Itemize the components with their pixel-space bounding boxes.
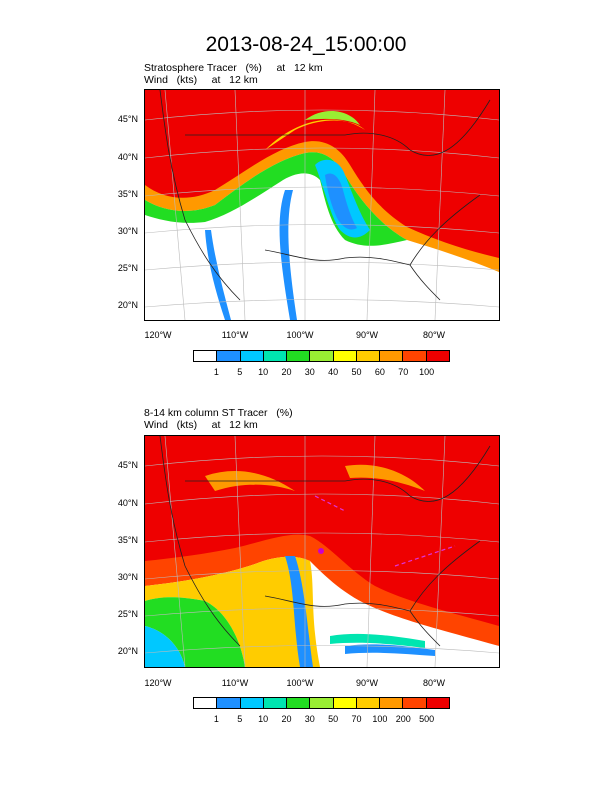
colorbar-swatch (194, 698, 218, 708)
lat-label: 20°N (117, 300, 138, 310)
lon-label: 80°W (422, 330, 446, 340)
colorbar-label: 200 (395, 714, 411, 724)
colorbar-swatch (380, 351, 404, 361)
figure-title: 2013-08-24_15:00:00 (205, 33, 407, 56)
lon-label: 120°W (144, 678, 172, 688)
colorbar-swatch (356, 351, 381, 361)
panel2-tracer-field (145, 436, 499, 667)
colorbar-label: 40 (328, 367, 339, 377)
colorbar-label: 1 (213, 367, 219, 377)
colorbar-label: 5 (237, 714, 243, 724)
lat-label: 25°N (117, 263, 138, 273)
colorbar-swatch (287, 351, 311, 361)
colorbar-label: 100 (372, 714, 388, 724)
panel2-field-label: 8-14 km column ST Tracer (%) (144, 407, 293, 419)
lat-label: 35°N (117, 535, 138, 545)
colorbar-label: 60 (374, 367, 385, 377)
colorbar-swatch (380, 698, 404, 708)
colorbar-label: 20 (281, 714, 292, 724)
panel2-colorbar-labels: 1 5 10 20 30 50 70 100 200 500 (193, 714, 450, 726)
colorbar-label: 70 (351, 714, 362, 724)
lon-label: 100°W (286, 678, 314, 688)
colorbar-swatch (310, 698, 334, 708)
colorbar-label: 10 (258, 367, 269, 377)
colorbar-swatch (240, 698, 264, 708)
lat-label: 25°N (117, 609, 138, 619)
lat-label: 45°N (117, 460, 138, 470)
lon-label: 90°W (355, 678, 379, 688)
colorbar-label: 30 (304, 714, 315, 724)
lon-label: 90°W (355, 330, 379, 340)
colorbar-label: 1 (213, 714, 219, 724)
colorbar-swatch (426, 698, 449, 708)
colorbar-label: 30 (304, 367, 315, 377)
colorbar-swatch (217, 351, 241, 361)
colorbar-label: 500 (419, 714, 435, 724)
colorbar-swatch (426, 351, 449, 361)
colorbar-swatch (403, 698, 427, 708)
colorbar-label: 20 (281, 367, 292, 377)
colorbar-label: 50 (328, 714, 339, 724)
colorbar-label: 5 (237, 367, 243, 377)
panel1-map (144, 89, 500, 321)
panel1-colorbar-labels: 1 5 10 20 30 40 50 60 70 100 (193, 367, 450, 379)
lon-label: 100°W (286, 330, 314, 340)
panel1-colorbar (193, 350, 450, 362)
lat-label: 35°N (117, 189, 138, 199)
colorbar-swatch (333, 351, 357, 361)
colorbar-swatch (287, 698, 311, 708)
lon-label: 110°W (221, 330, 249, 340)
panel1-tracer-field (145, 90, 499, 320)
colorbar-label: 100 (419, 367, 435, 377)
colorbar-label: 10 (258, 714, 269, 724)
panel2-map (144, 435, 500, 668)
lat-label: 40°N (117, 152, 138, 162)
colorbar-swatch (217, 698, 241, 708)
panel2-colorbar (193, 697, 450, 709)
lon-label: 110°W (221, 678, 249, 688)
lat-label: 30°N (117, 226, 138, 236)
colorbar-swatch (263, 351, 288, 361)
lat-label: 40°N (117, 498, 138, 508)
colorbar-swatch (403, 351, 427, 361)
colorbar-swatch (240, 351, 264, 361)
lat-label: 45°N (117, 114, 138, 124)
lon-label: 120°W (144, 330, 172, 340)
colorbar-swatch (194, 351, 218, 361)
panel1-field-label: Stratosphere Tracer (%) at 12 km (144, 62, 323, 74)
lon-label: 80°W (422, 678, 446, 688)
colorbar-label: 50 (351, 367, 362, 377)
colorbar-swatch (333, 698, 357, 708)
panel1-wind-label: Wind (kts) at 12 km (144, 74, 258, 86)
colorbar-swatch (356, 698, 381, 708)
lat-label: 30°N (117, 572, 138, 582)
colorbar-label: 70 (398, 367, 409, 377)
panel2-wind-label: Wind (kts) at 12 km (144, 419, 258, 431)
colorbar-swatch (263, 698, 288, 708)
lat-label: 20°N (117, 646, 138, 656)
colorbar-swatch (310, 351, 334, 361)
